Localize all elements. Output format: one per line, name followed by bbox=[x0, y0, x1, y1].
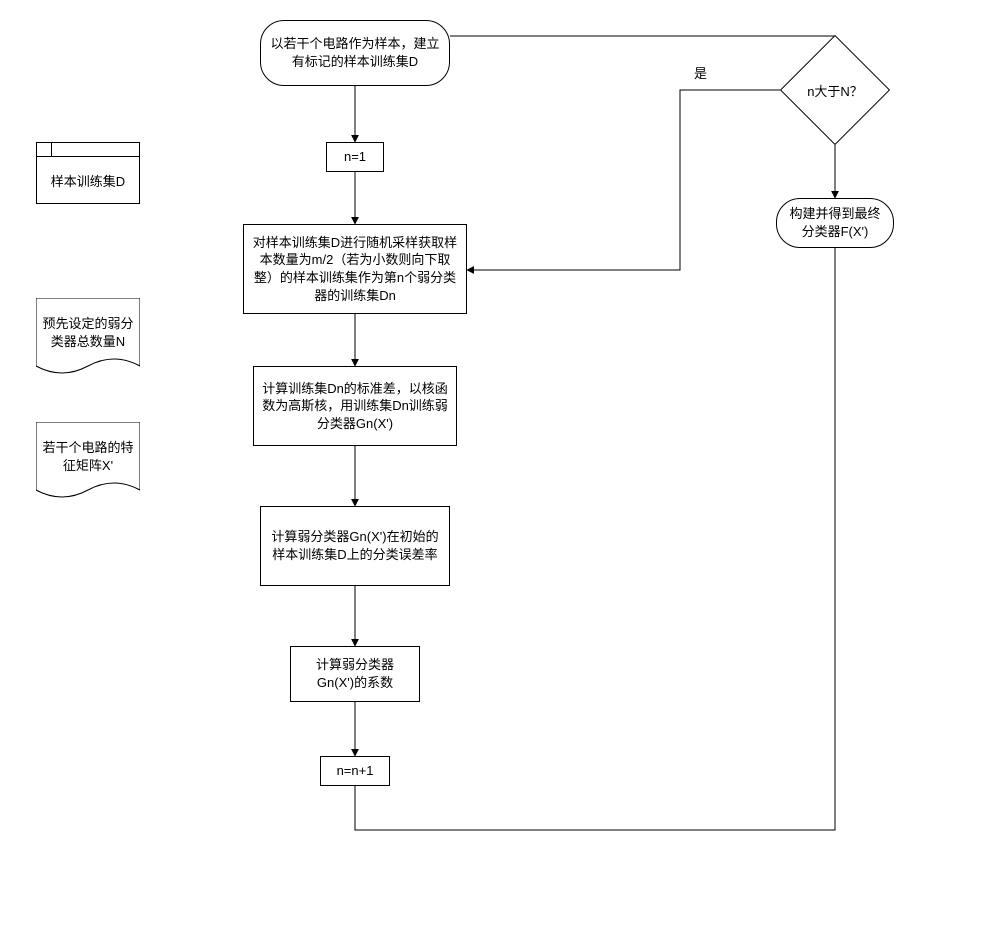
node-start: 以若干个电路作为样本，建立有标记的样本训练集D bbox=[260, 20, 450, 86]
node-document-x-label: 若干个电路的特征矩阵X' bbox=[42, 439, 134, 474]
node-decision-label-wrap: n大于N？ bbox=[786, 72, 884, 108]
node-datastore-d: 样本训练集D bbox=[36, 142, 140, 204]
node-init-n: n=1 bbox=[326, 142, 384, 172]
node-inc-n: n=n+1 bbox=[320, 756, 390, 786]
node-inc-n-label: n=n+1 bbox=[337, 762, 374, 780]
flowchart-arrows bbox=[0, 0, 1000, 937]
node-error-label: 计算弱分类器Gn(X')在初始的样本训练集D上的分类误差率 bbox=[269, 528, 441, 563]
node-train: 计算训练集Dn的标准差，以核函数为高斯核，用训练集Dn训练弱分类器Gn(X') bbox=[253, 366, 457, 446]
node-coef: 计算弱分类器Gn(X')的系数 bbox=[290, 646, 420, 702]
edge-label-no: 是 bbox=[694, 63, 707, 82]
node-coef-label: 计算弱分类器Gn(X')的系数 bbox=[299, 656, 411, 691]
node-error: 计算弱分类器Gn(X')在初始的样本训练集D上的分类误差率 bbox=[260, 506, 450, 586]
node-sample: 对样本训练集D进行随机采样获取样本数量为m/2（若为小数则向下取整）的样本训练集… bbox=[243, 224, 467, 314]
node-init-n-label: n=1 bbox=[344, 148, 366, 166]
node-document-n: 预先设定的弱分类器总数量N bbox=[36, 298, 140, 380]
node-train-label: 计算训练集Dn的标准差，以核函数为高斯核，用训练集Dn训练弱分类器Gn(X') bbox=[262, 380, 448, 433]
node-final: 构建并得到最终分类器F(X') bbox=[776, 198, 894, 248]
node-document-x: 若干个电路的特征矩阵X' bbox=[36, 422, 140, 504]
node-datastore-d-label: 样本训练集D bbox=[51, 171, 125, 190]
node-sample-label: 对样本训练集D进行随机采样获取样本数量为m/2（若为小数则向下取整）的样本训练集… bbox=[252, 234, 458, 304]
node-document-n-label: 预先设定的弱分类器总数量N bbox=[42, 315, 134, 350]
node-decision-label: n大于N？ bbox=[807, 81, 863, 100]
node-final-label: 构建并得到最终分类器F(X') bbox=[785, 205, 885, 240]
node-start-label: 以若干个电路作为样本，建立有标记的样本训练集D bbox=[269, 35, 441, 70]
